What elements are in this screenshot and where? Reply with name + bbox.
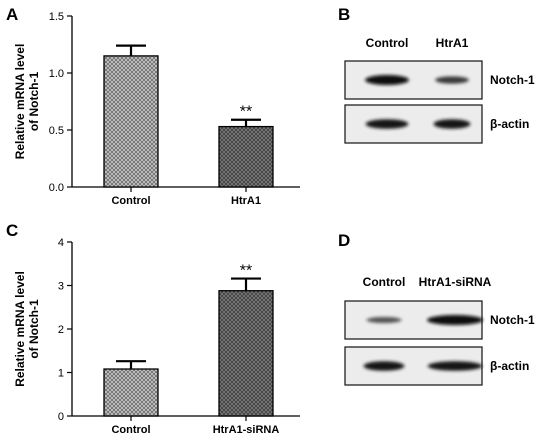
- western-blot-d: D Control HtrA1-siRNA Notch-1 β-actin: [338, 231, 535, 386]
- bar-c-0: [103, 368, 159, 417]
- lane-label-b-0: Control: [366, 36, 409, 50]
- bar-a-0: [103, 55, 159, 188]
- bar-a-1: [218, 125, 274, 188]
- panel-letter-c: C: [6, 221, 18, 240]
- significance-marker-a-1: **: [240, 104, 252, 121]
- blot-band-b-0-1: [435, 76, 469, 84]
- panel-letter-d: D: [338, 231, 350, 250]
- y-tick-label-a: 0.0: [49, 182, 64, 194]
- panel-letter-a: A: [6, 5, 18, 24]
- x-tick-label-a-0: Control: [111, 195, 150, 207]
- y-tick-label-c: 0: [58, 411, 64, 423]
- bars-a: Control ** HtrA1: [103, 44, 274, 207]
- y-tick-label-c: 4: [58, 237, 64, 249]
- lane-label-b-1: HtrA1: [436, 36, 469, 50]
- blot-row-label-d-0: Notch-1: [490, 313, 535, 327]
- blot-band-b-0-0: [365, 75, 409, 85]
- y-axis-label-c: Relative mRNA levelof Notch-1: [13, 271, 41, 387]
- western-blot-b: B Control HtrA1 Notch-1 β-actin: [338, 5, 535, 144]
- bar-chart-c: C 0 1 2 3 4 Relative mRNA levelof Notch-1 Con…: [6, 221, 300, 436]
- y-tick-label-c: 1: [58, 368, 64, 380]
- blot-band-d-0-0: [366, 316, 402, 324]
- bars-c: Control ** HtrA1-siRNA: [103, 263, 280, 436]
- x-tick-label-a-1: HtrA1: [231, 195, 261, 207]
- blot-row-label-d-1: β-actin: [490, 359, 529, 373]
- y-axis-label-a: Relative mRNA levelof Notch-1: [13, 44, 41, 160]
- panel-letter-b: B: [338, 5, 350, 24]
- blot-row-label-b-1: β-actin: [490, 117, 529, 131]
- lane-label-d-1: HtrA1-siRNA: [419, 275, 492, 289]
- lane-label-d-0: Control: [363, 275, 406, 289]
- y-tick-label-c: 2: [58, 324, 64, 336]
- blot-band-d-1-1: [427, 361, 483, 371]
- bar-chart-a: A 0.0 0.5 1.0 1.5 Relative mRNA levelof Notc…: [6, 5, 300, 207]
- y-tick-label-a: 1.5: [49, 11, 64, 23]
- blot-band-b-1-1: [433, 119, 471, 129]
- y-tick-label-c: 3: [58, 281, 64, 293]
- y-tick-label-a: 0.5: [49, 125, 64, 137]
- blot-band-d-1-0: [363, 361, 405, 371]
- bar-c-1: [218, 290, 274, 417]
- blot-band-d-0-1: [427, 315, 483, 325]
- y-tick-label-a: 1.0: [49, 68, 64, 80]
- x-tick-label-c-0: Control: [111, 424, 150, 436]
- blot-band-b-1-0: [365, 119, 409, 129]
- x-tick-label-c-1: HtrA1-siRNA: [213, 424, 280, 436]
- blot-row-label-b-0: Notch-1: [490, 73, 535, 87]
- significance-marker-c-1: **: [240, 263, 252, 280]
